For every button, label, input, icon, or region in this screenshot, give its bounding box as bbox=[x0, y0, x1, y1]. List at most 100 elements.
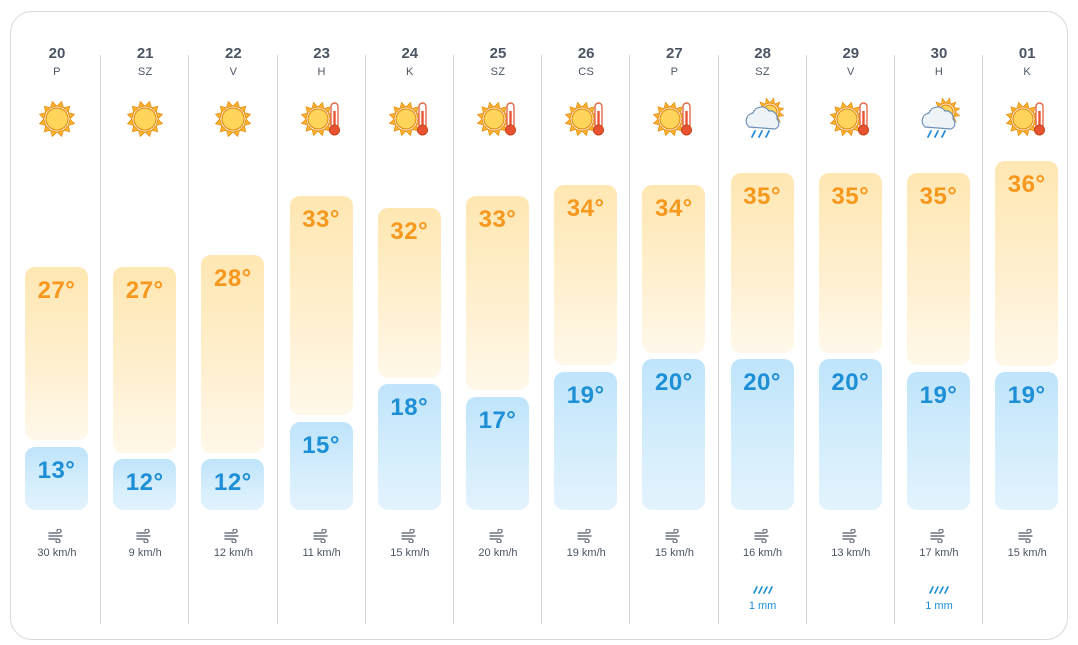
low-temp: 13° bbox=[37, 456, 76, 484]
day-column[interactable]: 23 H 33° 15° 11 km/h bbox=[278, 44, 366, 614]
wind-icon bbox=[664, 528, 684, 544]
day-number: 22 bbox=[225, 45, 242, 62]
wind-speed: 15 km/h bbox=[654, 547, 694, 559]
rain-amount: 1 mm bbox=[925, 600, 953, 612]
wind-icon bbox=[576, 528, 596, 544]
day-number: 24 bbox=[401, 45, 419, 62]
high-temp: 35° bbox=[831, 182, 870, 210]
wind-speed: 20 km/h bbox=[478, 547, 518, 559]
low-temp: 20° bbox=[831, 369, 870, 396]
wind-speed: 11 km/h bbox=[302, 547, 341, 559]
day-column[interactable]: 26 CS 34° 19° 19 km/h bbox=[542, 44, 630, 614]
sun-icon bbox=[35, 97, 79, 141]
high-temp: 34° bbox=[654, 194, 693, 222]
day-name: V bbox=[846, 66, 855, 78]
sun-hot-icon bbox=[476, 97, 520, 141]
day-name: SZ bbox=[137, 66, 153, 78]
rain-cloud-icon bbox=[917, 97, 961, 141]
rain-amount: 1 mm bbox=[748, 600, 777, 612]
day-name: K bbox=[1023, 66, 1031, 78]
column-separator bbox=[541, 55, 543, 624]
low-temp-bar: 17° bbox=[466, 396, 529, 510]
day-name: SZ bbox=[755, 66, 770, 78]
high-temp-bar: 34° bbox=[554, 184, 618, 366]
sun-hot-icon bbox=[1005, 97, 1049, 141]
day-column[interactable]: 29 V 35° 20° 13 km/h bbox=[807, 44, 895, 614]
high-temp: 33° bbox=[302, 206, 340, 234]
low-temp: 17° bbox=[478, 406, 517, 434]
day-column[interactable]: 30 H 35° 19° 17 km/h 1 mm bbox=[895, 44, 983, 614]
day-column[interactable]: 24 K 32° 18° 15 km/h bbox=[366, 44, 454, 614]
day-column[interactable]: 28 SZ 35° 20° 16 km/h 1 mm bbox=[719, 44, 807, 614]
wind-icon bbox=[488, 528, 508, 544]
high-temp-bar: 27° bbox=[25, 267, 88, 441]
column-separator bbox=[453, 55, 454, 624]
low-temp-bar: 20° bbox=[730, 359, 794, 510]
day-number: 20 bbox=[48, 45, 66, 62]
day-number: 21 bbox=[136, 45, 154, 62]
day-column[interactable]: 21 SZ 27° 12° 9 km/h bbox=[101, 44, 189, 614]
day-column[interactable]: 27 P 34° 20° 15 km/h bbox=[630, 44, 718, 614]
high-temp-bar: 27° bbox=[113, 267, 177, 453]
day-name: K bbox=[405, 66, 414, 78]
day-column[interactable]: 25 SZ 33° 17° 20 km/h bbox=[454, 44, 542, 614]
wind-icon bbox=[135, 528, 155, 544]
day-name: SZ bbox=[490, 66, 506, 78]
high-temp-bar: 33° bbox=[289, 196, 353, 416]
low-temp: 18° bbox=[390, 394, 429, 421]
low-temp: 12° bbox=[125, 469, 164, 496]
day-name: CS bbox=[578, 66, 595, 78]
wind-speed: 30 km/h bbox=[37, 547, 77, 559]
sun-hot-icon bbox=[300, 97, 344, 141]
day-number: 27 bbox=[666, 45, 683, 62]
column-separator bbox=[982, 55, 984, 624]
rain-icon bbox=[929, 582, 949, 594]
sun-hot-icon bbox=[829, 97, 873, 141]
low-temp-bar: 18° bbox=[377, 384, 441, 510]
day-name: H bbox=[317, 66, 326, 78]
rain-icon bbox=[752, 582, 773, 594]
low-temp: 12° bbox=[213, 469, 252, 496]
wind-icon bbox=[929, 528, 949, 544]
high-temp: 35° bbox=[919, 182, 958, 210]
low-temp-bar: 13° bbox=[25, 446, 88, 510]
low-temp-bar: 20° bbox=[818, 359, 882, 510]
day-number: 29 bbox=[842, 45, 860, 62]
low-temp: 19° bbox=[566, 381, 605, 409]
day-column[interactable]: 20 P 27° 13° 30 km/h bbox=[13, 44, 101, 614]
high-temp: 33° bbox=[478, 206, 517, 234]
low-temp: 20° bbox=[654, 369, 693, 396]
wind-icon bbox=[400, 528, 420, 544]
day-number: 01 bbox=[1018, 45, 1036, 62]
rain-cloud-icon bbox=[741, 97, 785, 141]
wind-icon bbox=[312, 528, 332, 544]
low-temp: 15° bbox=[302, 431, 340, 459]
forecast-card: 20 P 27° 13° 30 km/h 21 SZ 27° 12° 9 km/h 22 V 28°… bbox=[10, 11, 1068, 640]
high-temp: 35° bbox=[743, 182, 781, 210]
wind-speed: 12 km/h bbox=[213, 547, 253, 559]
column-separator bbox=[805, 55, 807, 624]
high-temp: 27° bbox=[37, 277, 76, 305]
wind-speed: 17 km/h bbox=[919, 547, 959, 559]
low-temp-bar: 19° bbox=[554, 371, 618, 510]
sun-icon bbox=[123, 97, 167, 141]
sun-hot-icon bbox=[652, 97, 696, 141]
day-number: 28 bbox=[754, 45, 771, 62]
high-temp-bar: 35° bbox=[907, 172, 970, 366]
high-temp-bar: 34° bbox=[642, 184, 706, 353]
high-temp-bar: 35° bbox=[818, 172, 882, 353]
high-temp-bar: 32° bbox=[377, 208, 441, 378]
sun-hot-icon bbox=[564, 97, 608, 141]
high-temp: 28° bbox=[213, 265, 252, 293]
wind-icon bbox=[1017, 528, 1037, 544]
wind-speed: 9 km/h bbox=[128, 547, 162, 559]
day-column[interactable]: 22 V 28° 12° 12 km/h bbox=[189, 44, 277, 614]
wind-speed: 15 km/h bbox=[1007, 547, 1047, 559]
column-separator bbox=[276, 55, 278, 624]
high-temp-bar: 28° bbox=[201, 255, 265, 453]
day-name: P bbox=[670, 66, 679, 78]
day-column[interactable]: 01 K 36° 19° 15 km/h bbox=[983, 44, 1071, 614]
column-separator bbox=[717, 55, 719, 624]
day-number: 26 bbox=[577, 45, 595, 62]
column-separator bbox=[629, 55, 631, 624]
